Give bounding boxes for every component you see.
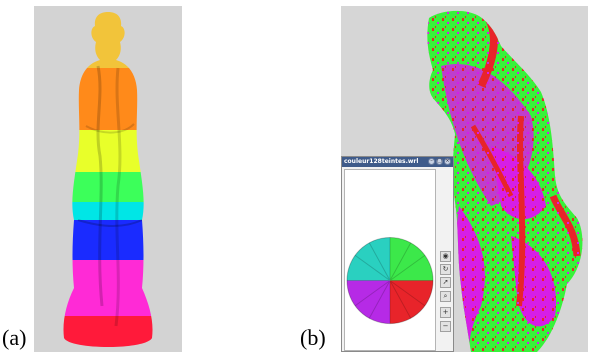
viewer-title: couleur128teintes.wrl — [344, 158, 419, 165]
maximize-button[interactable]: □ — [436, 158, 443, 165]
pointer-icon[interactable]: ➚ — [440, 277, 451, 288]
color-sphere — [346, 237, 434, 325]
viewer-toolbar: ◉ ↻ ➚ ⌕ + − — [438, 169, 453, 351]
eye-icon[interactable]: ◉ — [440, 251, 451, 262]
minus-icon[interactable]: − — [440, 321, 451, 332]
panel-label-a: (a) — [2, 325, 27, 350]
panel-label-b: (b) — [300, 325, 326, 350]
vrml-viewer-window[interactable]: couleur128teintes.wrl – □ × ◉ — [341, 156, 454, 352]
panel-b-rendering: couleur128teintes.wrl – □ × ◉ — [341, 6, 588, 352]
viewer-canvas[interactable] — [344, 169, 436, 351]
panel-a-rendering — [34, 6, 182, 352]
rotate-icon[interactable]: ↻ — [440, 264, 451, 275]
curvature-statue-image — [427, 10, 583, 352]
close-button[interactable]: × — [444, 158, 451, 165]
viewer-titlebar[interactable]: couleur128teintes.wrl – □ × — [342, 157, 453, 167]
minimize-button[interactable]: – — [428, 158, 435, 165]
plus-icon[interactable]: + — [440, 307, 451, 318]
zoom-icon[interactable]: ⌕ — [440, 291, 451, 302]
banded-statue-image — [63, 12, 153, 347]
